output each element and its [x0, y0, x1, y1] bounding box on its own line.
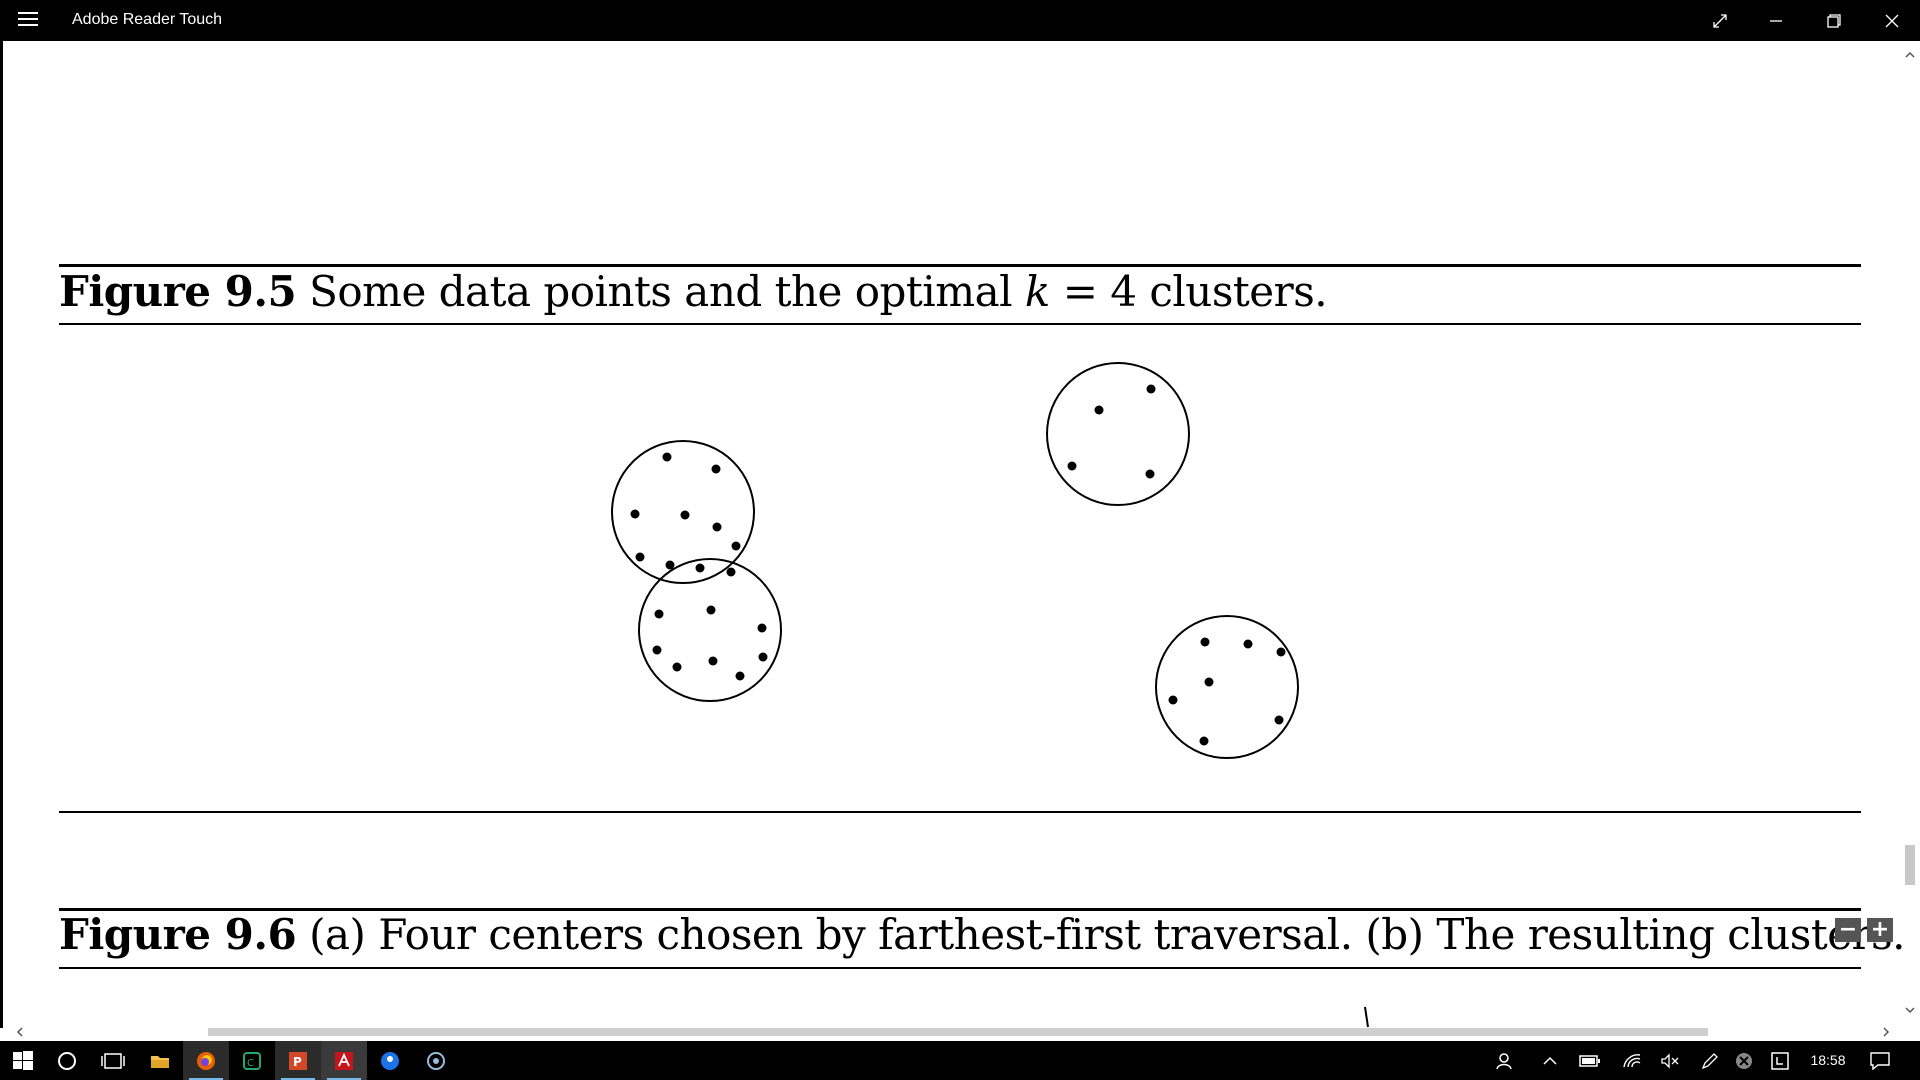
- cortana-button[interactable]: [44, 1041, 90, 1080]
- cortana-icon: [57, 1051, 77, 1071]
- app-icon: C: [242, 1051, 262, 1071]
- wifi-icon: [1622, 1053, 1642, 1069]
- action-center-button[interactable]: [1860, 1041, 1900, 1080]
- next-figure-fragment: [3, 41, 1920, 1028]
- app-button[interactable]: C: [229, 1041, 275, 1080]
- task-view-icon: [101, 1052, 125, 1070]
- minimize-button[interactable]: [1748, 0, 1804, 41]
- wifi-button[interactable]: [1612, 1041, 1652, 1080]
- firefox-icon: [196, 1051, 216, 1071]
- app-button-2[interactable]: [413, 1041, 459, 1080]
- volume-button[interactable]: [1650, 1041, 1690, 1080]
- minimize-icon: [1769, 14, 1783, 28]
- fullscreen-button[interactable]: [1692, 0, 1748, 41]
- document-page[interactable]: Figure 9.5 Some data points and the opti…: [0, 41, 1920, 1028]
- hamburger-menu-icon[interactable]: [18, 12, 38, 28]
- file-explorer-icon: [150, 1052, 170, 1070]
- title-bar: Adobe Reader Touch: [0, 0, 1920, 41]
- app-tray-icon: [1771, 1052, 1789, 1070]
- adobe-reader-button[interactable]: [321, 1041, 367, 1080]
- close-button[interactable]: [1864, 0, 1920, 41]
- scroll-left-icon[interactable]: [14, 1026, 26, 1038]
- fullscreen-icon: [1713, 14, 1727, 28]
- start-icon: [13, 1051, 33, 1071]
- scroll-up-icon[interactable]: [1904, 49, 1916, 61]
- restore-icon: [1827, 14, 1841, 28]
- error-icon: [1735, 1052, 1753, 1070]
- maps-icon: [380, 1051, 400, 1071]
- horizontal-scroll-thumb[interactable]: [208, 1028, 1708, 1036]
- app-icon-2: [426, 1051, 446, 1071]
- pen-icon: [1700, 1052, 1720, 1070]
- show-hidden-icons-button[interactable]: [1530, 1041, 1570, 1080]
- scroll-down-icon[interactable]: [1904, 1004, 1916, 1016]
- battery-button[interactable]: [1570, 1041, 1610, 1080]
- clock[interactable]: 18:58: [1800, 1041, 1856, 1080]
- chevron-up-icon: [1542, 1055, 1558, 1067]
- app-tray-button[interactable]: [1760, 1041, 1800, 1080]
- maps-button[interactable]: [367, 1041, 413, 1080]
- svg-text:P: P: [293, 1055, 302, 1069]
- scroll-right-icon[interactable]: [1880, 1026, 1892, 1038]
- horizontal-scrollbar[interactable]: [0, 1026, 1920, 1039]
- file-explorer-button[interactable]: [137, 1041, 183, 1080]
- close-icon: [1885, 14, 1899, 28]
- people-button[interactable]: [1486, 1041, 1526, 1080]
- svg-text:C: C: [247, 1058, 254, 1069]
- people-icon: [1496, 1052, 1516, 1070]
- adobe-reader-icon: [334, 1051, 354, 1071]
- battery-icon: [1579, 1054, 1601, 1068]
- start-button[interactable]: [0, 1041, 46, 1080]
- powerpoint-icon: P: [288, 1051, 308, 1071]
- task-view-button[interactable]: [90, 1041, 136, 1080]
- error-tray-button[interactable]: [1724, 1041, 1764, 1080]
- powerpoint-button[interactable]: P: [275, 1041, 321, 1080]
- restore-button[interactable]: [1806, 0, 1862, 41]
- volume-muted-icon: [1660, 1053, 1680, 1069]
- zoom-out-button[interactable]: −: [1835, 918, 1861, 942]
- firefox-button[interactable]: [183, 1041, 229, 1080]
- vertical-scrollbar[interactable]: [1896, 41, 1920, 1028]
- action-center-icon: [1870, 1052, 1890, 1070]
- taskbar: C P 18:58: [0, 1041, 1920, 1080]
- zoom-in-button[interactable]: +: [1867, 918, 1893, 942]
- vertical-scroll-thumb[interactable]: [1905, 845, 1915, 885]
- app-title: Adobe Reader Touch: [72, 11, 222, 29]
